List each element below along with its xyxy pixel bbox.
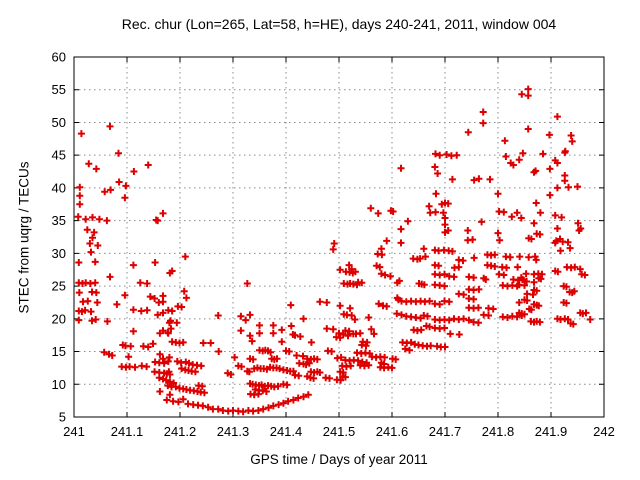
y-tick-label: 55 bbox=[52, 82, 66, 97]
x-tick-label: 241.8 bbox=[482, 424, 515, 439]
x-tick-label: 241.6 bbox=[376, 424, 409, 439]
x-axis-label: GPS time / Days of year 2011 bbox=[250, 452, 428, 467]
y-tick-label: 45 bbox=[52, 148, 66, 163]
x-tick-label: 241.3 bbox=[217, 424, 250, 439]
y-tick-label: 30 bbox=[52, 246, 66, 261]
y-tick-label: 15 bbox=[52, 344, 66, 359]
grid-lines bbox=[74, 57, 604, 417]
plot-border bbox=[73, 56, 605, 418]
y-tick-label: 35 bbox=[52, 213, 66, 228]
y-tick-label: 10 bbox=[52, 377, 66, 392]
x-tick-label: 242 bbox=[593, 424, 615, 439]
x-tick-label: 241.7 bbox=[429, 424, 462, 439]
x-tick-label: 241.1 bbox=[111, 424, 144, 439]
y-tick-label: 40 bbox=[52, 180, 66, 195]
data-points bbox=[74, 85, 594, 416]
y-tick-label: 5 bbox=[59, 410, 66, 425]
y-tick-label: 60 bbox=[52, 50, 66, 65]
x-tick-label: 241.2 bbox=[164, 424, 197, 439]
x-tick-label: 241 bbox=[63, 424, 85, 439]
x-tick-label: 241.4 bbox=[270, 424, 303, 439]
x-tick-label: 241.9 bbox=[535, 424, 568, 439]
y-tick-label: 20 bbox=[52, 311, 66, 326]
y-tick-label: 50 bbox=[52, 115, 66, 130]
x-tick-label: 241.5 bbox=[323, 424, 356, 439]
chart-title: Rec. chur (Lon=265, Lat=58, h=HE), days … bbox=[121, 16, 557, 32]
y-tick-label: 25 bbox=[52, 279, 66, 294]
